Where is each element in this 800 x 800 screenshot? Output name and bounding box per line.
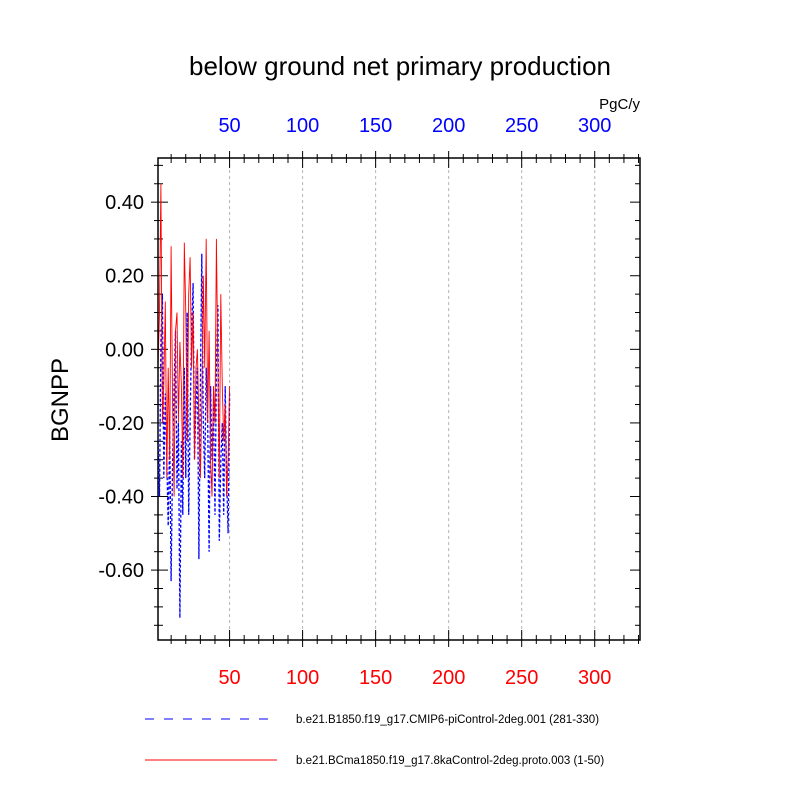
x-tick-label-bottom: 150: [359, 667, 392, 689]
chart-title: below ground net primary production: [189, 51, 611, 81]
x-tick-label-top: 150: [359, 115, 392, 137]
y-tick-label: -0.20: [98, 413, 144, 435]
y-tick-label: -0.60: [98, 560, 144, 582]
y-tick-label: 0.40: [105, 192, 144, 214]
x-tick-label-bottom: 250: [505, 667, 538, 689]
plot-frame: [157, 157, 641, 641]
x-tick-label-bottom: 200: [432, 667, 465, 689]
series-layer: [157, 183, 231, 618]
y-tick-label: -0.40: [98, 487, 144, 509]
x-tick-label-top: 50: [218, 115, 240, 137]
tick-labels-layer: 50 50 100 100 150 150 200 200 250 250 300 300 0.40 0.…: [98, 115, 611, 689]
grid-layer: [229, 158, 596, 640]
ticks-layer: [151, 151, 640, 647]
series-line-2: [157, 183, 231, 497]
y-tick-label: 0.20: [105, 266, 144, 288]
legend-label-2: b.e21.BCma1850.f19_g17.8kaControl-2deg.p…: [296, 755, 604, 767]
y-axis-label: BGNPP: [47, 358, 74, 442]
legend: b.e21.B1850.f19_g17.CMIP6-piControl-2deg…: [145, 714, 604, 767]
y-tick-label: 0.00: [105, 339, 144, 361]
x-tick-label-bottom: 50: [218, 667, 240, 689]
x-tick-label-top: 100: [286, 115, 319, 137]
x-tick-label-top: 200: [432, 115, 465, 137]
x-tick-label-top: 250: [505, 115, 538, 137]
x-tick-label-bottom: 300: [578, 667, 611, 689]
x-tick-label-bottom: 100: [286, 667, 319, 689]
legend-label-1: b.e21.B1850.f19_g17.CMIP6-piControl-2deg…: [296, 714, 599, 726]
x-tick-label-top: 300: [578, 115, 611, 137]
units-label: PgC/y: [599, 96, 640, 113]
